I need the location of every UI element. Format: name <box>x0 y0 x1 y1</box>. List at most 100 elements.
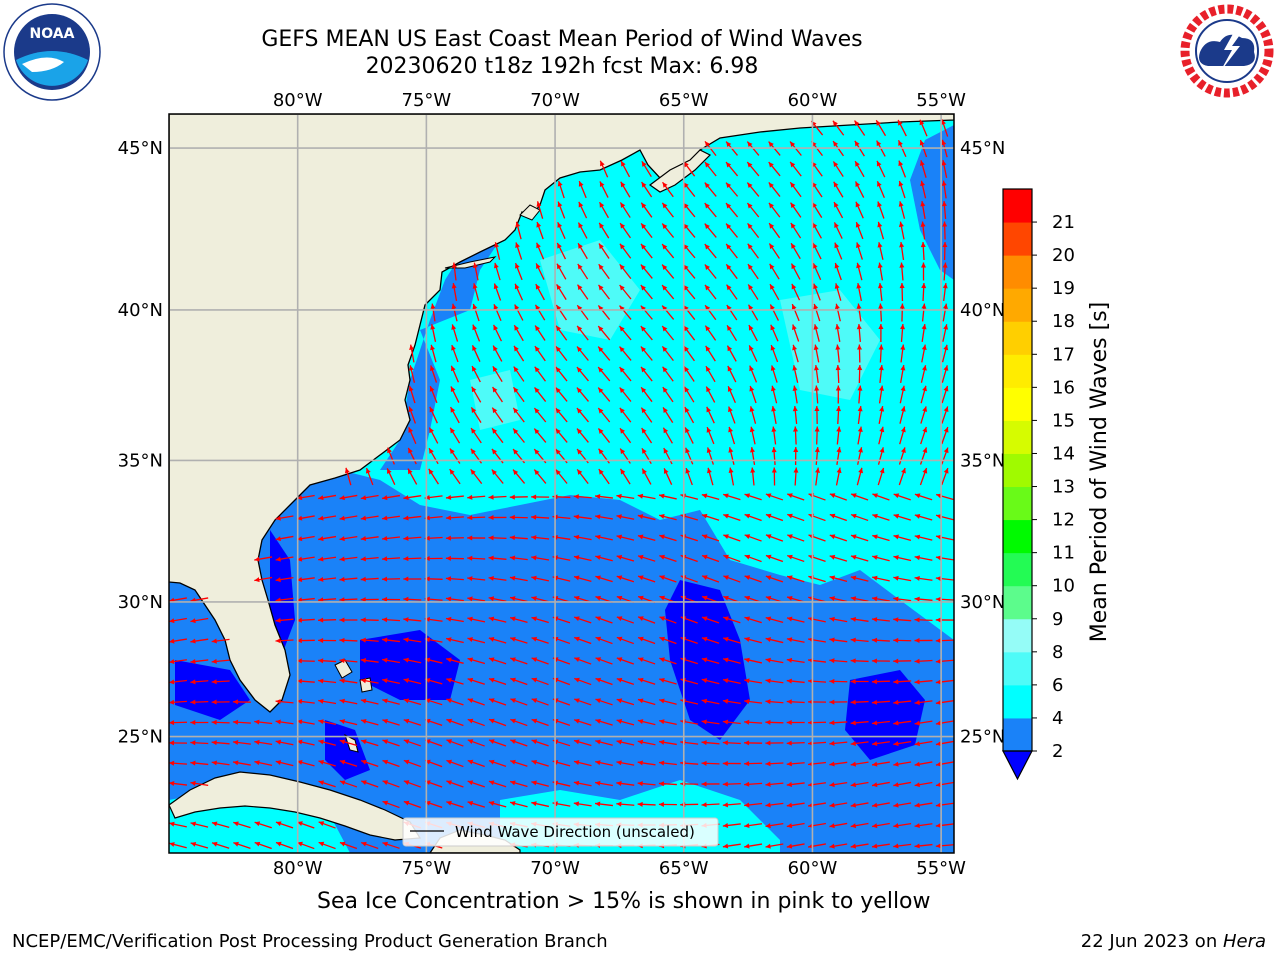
wind-wave-arrowhead <box>684 386 690 393</box>
wind-wave-arrowhead <box>829 554 836 560</box>
wind-wave-arrowhead <box>914 617 920 623</box>
wind-wave-arrowhead <box>744 513 751 519</box>
wave-period-lt-2-patch-5 <box>175 660 250 720</box>
wind-wave-arrowhead <box>701 513 708 519</box>
wind-wave-arrowhead <box>169 842 175 847</box>
wind-wave-arrowhead <box>450 427 455 434</box>
lon-tick-label-bottom: 80°W <box>273 858 323 879</box>
wind-wave-arrowhead <box>829 596 835 602</box>
wind-wave-arrowhead <box>914 782 920 788</box>
wind-wave-arrowhead <box>769 263 775 270</box>
wind-wave-arrowhead <box>467 555 473 561</box>
wind-wave-arrowhead <box>382 576 388 582</box>
wind-wave-arrowhead <box>534 387 540 393</box>
wind-wave-arrowhead <box>855 201 861 208</box>
wind-wave-arrowhead <box>445 555 451 561</box>
wind-wave-arrowhead <box>513 428 519 434</box>
wind-wave-arrowhead <box>595 595 601 601</box>
wind-wave-arrowhead <box>858 467 864 474</box>
lon-tick-label-top: 75°W <box>402 90 452 111</box>
wind-wave-arrowhead <box>488 780 495 786</box>
wind-wave-arrowhead <box>339 495 345 501</box>
wind-wave-arrowhead <box>943 427 949 433</box>
credit-date-text: 22 Jun 2023 on <box>1080 931 1223 952</box>
wind-wave-arrowhead <box>704 161 710 168</box>
wind-wave-arrowhead <box>637 493 644 499</box>
wind-wave-arrowhead <box>514 283 520 290</box>
wind-wave-arrowhead <box>297 841 303 847</box>
wind-wave-arrowhead <box>616 801 622 807</box>
wind-wave-arrowhead <box>467 494 473 500</box>
wind-wave-arrowhead <box>467 718 474 724</box>
wind-wave-arrowhead <box>872 782 878 788</box>
wind-wave-arrowhead <box>510 718 516 724</box>
wind-wave-arrowhead <box>403 596 409 602</box>
wind-wave-arrowhead <box>361 780 367 786</box>
wind-wave-arrowhead <box>595 514 601 520</box>
wind-wave-arrowhead <box>941 139 947 146</box>
wind-wave-arrowhead <box>744 493 751 499</box>
wind-wave-arrowhead <box>857 344 863 350</box>
wind-wave-arrowhead <box>557 180 563 187</box>
wind-wave-arrowhead <box>360 698 367 704</box>
wind-wave-arrowhead <box>382 800 389 806</box>
wind-wave-arrowhead <box>598 469 604 475</box>
wind-wave-arrowhead <box>446 739 452 744</box>
wind-wave-arrowhead <box>812 202 818 208</box>
wind-wave-arrowhead <box>318 780 325 786</box>
wind-wave-arrowhead <box>787 513 793 519</box>
wind-wave-arrowhead <box>723 534 729 540</box>
wind-wave-arrowhead <box>683 264 689 271</box>
wind-wave-arrowhead <box>513 407 519 414</box>
wind-wave-arrowhead <box>877 283 883 289</box>
wind-wave-arrowhead <box>723 513 729 519</box>
wind-wave-arrowhead <box>922 447 928 454</box>
wind-wave-arrowhead <box>534 366 540 373</box>
wind-wave-arrowhead <box>662 366 668 373</box>
wind-wave-arrowhead <box>318 658 324 664</box>
wind-wave-arrowhead <box>662 346 668 352</box>
wind-wave-arrowhead <box>555 469 561 475</box>
wind-wave-arrowhead <box>641 366 647 373</box>
wind-wave-arrowhead <box>922 426 928 433</box>
wind-wave-arrowhead <box>467 637 473 642</box>
wind-wave-arrowhead <box>919 160 925 166</box>
wind-wave-arrowhead <box>701 678 708 683</box>
wind-wave-arrowhead <box>829 678 835 684</box>
wind-wave-arrowhead <box>829 720 835 726</box>
wind-wave-arrowhead <box>574 677 580 683</box>
wind-wave-arrowhead <box>850 782 857 788</box>
colorbar-tick-label: 15 <box>1052 410 1075 431</box>
wind-wave-arrowhead <box>574 718 580 724</box>
wind-wave-arrowhead <box>509 535 516 541</box>
wind-wave-arrowhead <box>659 554 665 560</box>
wind-wave-arrowhead <box>233 841 239 847</box>
colorbar: 2 4 6 8 9 10 11 12 13 14 15 16 17 18 19 20 21 <box>1002 188 1075 781</box>
wind-wave-arrowhead <box>449 448 455 455</box>
wind-wave-arrowhead <box>765 781 771 787</box>
wind-wave-arrowhead <box>793 426 799 432</box>
wind-wave-arrowhead <box>850 679 856 685</box>
wind-wave-arrowhead <box>451 345 456 351</box>
wind-wave-arrowhead <box>850 616 857 622</box>
wind-wave-arrowhead <box>659 698 665 704</box>
wind-wave-arrowhead <box>534 428 540 435</box>
wind-wave-arrowhead <box>727 325 732 331</box>
wind-wave-arrowhead <box>190 740 196 746</box>
wind-wave-arrowhead <box>663 448 669 454</box>
wind-wave-arrowhead <box>254 760 260 766</box>
wind-wave-arrowhead <box>616 575 623 581</box>
wind-wave-arrowhead <box>920 180 926 187</box>
wind-wave-arrowhead <box>467 759 474 765</box>
wind-wave-arrowhead <box>318 637 324 643</box>
wind-wave-arrowhead <box>573 514 580 520</box>
wind-wave-arrowhead <box>813 365 819 371</box>
wind-wave-arrowhead <box>814 426 820 432</box>
wind-wave-arrowhead <box>169 781 175 787</box>
wind-wave-arrowhead <box>850 843 857 849</box>
wind-wave-arrowhead <box>941 160 947 166</box>
noaa-logo: NOAA <box>3 3 101 101</box>
wind-wave-arrowhead <box>662 182 668 188</box>
wind-wave-arrowhead <box>556 263 562 270</box>
wind-wave-arrowhead <box>471 407 477 413</box>
